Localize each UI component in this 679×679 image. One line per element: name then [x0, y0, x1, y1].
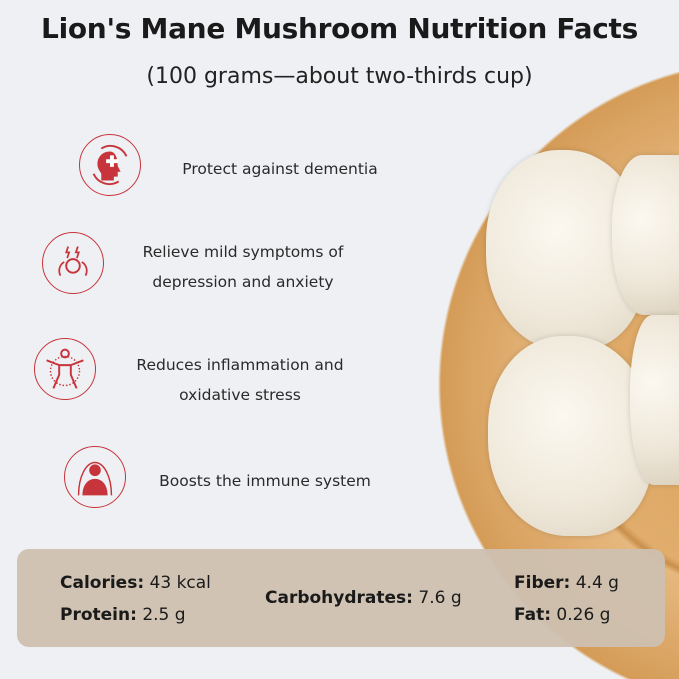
benefit-line: depression and anxiety	[152, 273, 334, 291]
fat-fact: Fat: 0.26 g	[514, 605, 610, 625]
fact-value: 0.26 g	[556, 605, 611, 625]
fact-label: Calories:	[60, 573, 145, 593]
fact-value: 7.6 g	[418, 588, 462, 608]
fact-label: Fiber:	[514, 573, 571, 593]
benefit-text: Reduces inflammation and oxidative stres…	[120, 350, 360, 410]
fact-label: Carbohydrates:	[265, 588, 413, 608]
benefit-line: Reduces inflammation and	[136, 356, 344, 374]
benefit-line: oxidative stress	[179, 386, 301, 404]
nutrition-facts-panel: Calories: 43 kcal Protein: 2.5 g Carbohy…	[17, 549, 665, 647]
benefit-text: Relieve mild symptoms of depression and …	[128, 237, 358, 297]
fact-value: 2.5 g	[142, 605, 186, 625]
calories-fact: Calories: 43 kcal	[60, 573, 211, 593]
head-medical-cross-icon	[79, 134, 141, 196]
benefit-line: Boosts the immune system	[159, 472, 371, 490]
benefit-line: Protect against dementia	[182, 160, 378, 178]
human-body-aura-icon	[64, 446, 126, 508]
mushroom-image	[612, 155, 679, 315]
fact-label: Fat:	[514, 605, 552, 625]
stress-head-icon	[42, 232, 104, 294]
mushroom-image	[630, 315, 679, 485]
benefit-line: Relieve mild symptoms of	[142, 243, 344, 261]
fiber-fact: Fiber: 4.4 g	[514, 573, 619, 593]
carbohydrates-fact: Carbohydrates: 7.6 g	[265, 588, 462, 608]
benefit-text: Protect against dementia	[170, 154, 390, 184]
benefit-text: Boosts the immune system	[150, 466, 380, 496]
fact-value: 4.4 g	[575, 573, 619, 593]
page-title: Lion's Mane Mushroom Nutrition Facts	[41, 12, 638, 45]
mushroom-image	[488, 336, 653, 536]
protein-fact: Protein: 2.5 g	[60, 605, 186, 625]
fact-value: 43 kcal	[149, 573, 211, 593]
body-circle-icon	[34, 338, 96, 400]
fact-label: Protein:	[60, 605, 137, 625]
